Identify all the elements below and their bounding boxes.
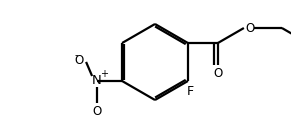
Text: N: N <box>92 74 102 88</box>
Text: F: F <box>186 85 194 98</box>
Text: O: O <box>75 54 84 67</box>
Text: -: - <box>74 50 78 60</box>
Text: O: O <box>213 67 223 80</box>
Text: +: + <box>100 69 108 79</box>
Text: O: O <box>245 22 254 34</box>
Text: O: O <box>93 105 102 118</box>
